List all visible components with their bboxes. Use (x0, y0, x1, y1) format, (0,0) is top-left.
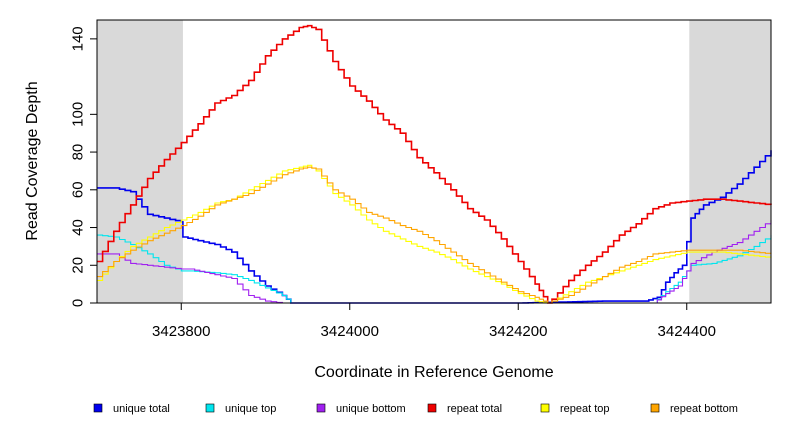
legend-swatch-repeat-bottom (650, 403, 660, 413)
legend-label-repeat-bottom: repeat bottom (670, 403, 738, 415)
legend-swatch-unique-total (93, 403, 103, 413)
y-tick-label-3: 60 (69, 181, 86, 198)
legend-label-unique-bottom: unique bottom (336, 403, 406, 415)
legend-label-repeat-top: repeat top (560, 403, 610, 415)
shaded-region-0 (97, 20, 183, 303)
y-tick-label-1: 20 (69, 257, 86, 274)
series-lines (97, 24, 772, 304)
legend-swatch-repeat-top (540, 403, 550, 413)
legend-swatch-unique-bottom (316, 403, 326, 413)
x-tick-label-1: 3424000 (321, 323, 379, 340)
x-tick-label-0: 3423800 (152, 323, 210, 340)
series-line-repeat-total (97, 24, 772, 304)
shaded-regions (97, 20, 771, 303)
y-tick-label-4: 80 (69, 144, 86, 161)
legend-swatch-repeat-total (427, 403, 437, 413)
legend-label-repeat-total: repeat total (447, 403, 502, 415)
legend: unique total unique top unique bottom repea… (93, 403, 738, 415)
legend-label-unique-total: unique total (113, 403, 170, 415)
axes: 3423800 3424000 3424200 3424400 0 20 40 60 80 100… (69, 26, 716, 340)
legend-swatch-unique-top (205, 403, 215, 413)
series-line-repeat-bottom (97, 166, 772, 304)
x-tick-label-2: 3424200 (489, 323, 547, 340)
y-tick-label-2: 40 (69, 219, 86, 236)
y-tick-label-0: 0 (69, 299, 86, 307)
y-tick-label-6: 140 (69, 26, 86, 51)
y-tick-label-5: 100 (69, 102, 86, 127)
legend-label-unique-top: unique top (225, 403, 276, 415)
x-axis-label: Coordinate in Reference Genome (314, 364, 553, 381)
y-axis-label: Read Coverage Depth (24, 81, 41, 240)
x-tick-label-3: 3424400 (658, 323, 716, 340)
plot-frame (96, 19, 772, 304)
series-line-repeat-top (97, 164, 772, 304)
